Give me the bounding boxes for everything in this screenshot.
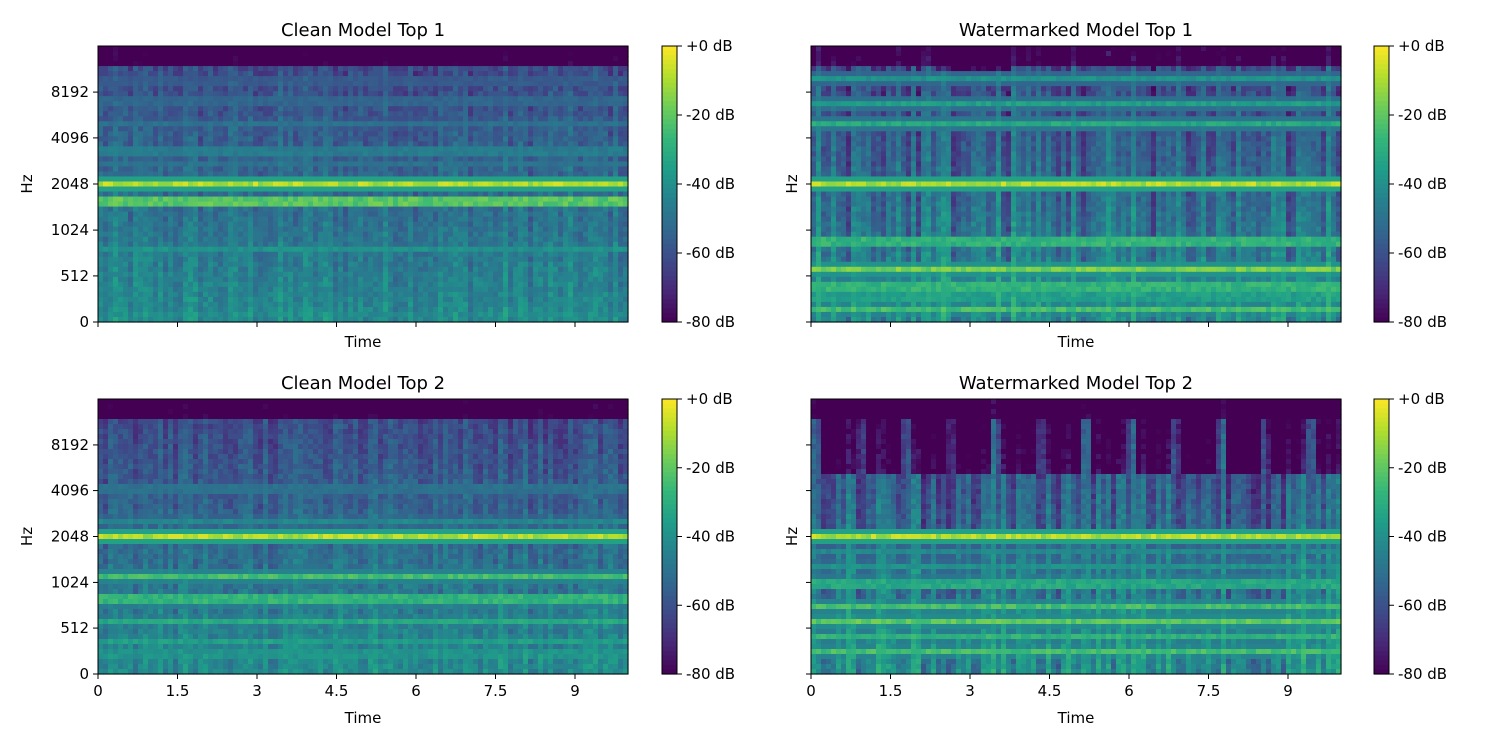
colorbar-tick-label: -20 dB xyxy=(1398,459,1447,477)
colorbar: +0 dB -20 dB -40 dB -60 dB -80 dB xyxy=(662,390,735,683)
x-tick-label: 9 xyxy=(570,682,580,700)
x-axis-label: Time xyxy=(1057,333,1095,351)
x-tick-label: 7.5 xyxy=(1197,682,1221,700)
x-tick-label: 1.5 xyxy=(166,682,190,700)
y-tick-label: 4096 xyxy=(51,482,89,500)
y-tick-label: 512 xyxy=(60,267,89,285)
x-tick-label: 6 xyxy=(1124,682,1134,700)
x-tick-label: 3 xyxy=(252,682,262,700)
chart-title: Watermarked Model Top 2 xyxy=(959,373,1193,394)
x-tick-label: 4.5 xyxy=(325,682,349,700)
colorbar-tick-label: -20 dB xyxy=(686,106,735,124)
heatmap-cells xyxy=(98,399,629,675)
colorbar-tick-label: +0 dB xyxy=(1398,37,1445,55)
heatmap-cells xyxy=(811,46,1342,323)
x-tick-label: 4.5 xyxy=(1038,682,1062,700)
colorbar-tick-label: -80 dB xyxy=(1398,313,1447,331)
chart-title: Watermarked Model Top 1 xyxy=(959,20,1193,41)
heatmap-cells xyxy=(811,399,1342,675)
x-tick-label: 9 xyxy=(1283,682,1293,700)
x-tick-label: 6 xyxy=(411,682,421,700)
colorbar-tick-label: -80 dB xyxy=(1398,665,1447,683)
x-tick-label: 0 xyxy=(93,682,103,700)
colorbar: +0 dB -20 dB -40 dB -60 dB -80 dB xyxy=(1374,37,1447,331)
y-tick-label: 2048 xyxy=(51,175,89,193)
spectrogram-panel-4: Watermarked Model Top 2 0 1.5 3 4.5 6 7.5 9 Time… xyxy=(783,373,1447,727)
colorbar-tick-label: +0 dB xyxy=(686,390,733,408)
x-tick-label: 0 xyxy=(806,682,816,700)
colorbar-tick-label: -40 dB xyxy=(1398,175,1447,193)
chart-title: Clean Model Top 2 xyxy=(281,373,445,394)
colorbar-tick-label: -20 dB xyxy=(686,459,735,477)
y-tick-label: 0 xyxy=(79,313,89,331)
colorbar-tick-label: -80 dB xyxy=(686,665,735,683)
heatmap-cells xyxy=(98,46,629,323)
colorbar-tick-label: -40 dB xyxy=(686,528,735,546)
x-axis-label: Time xyxy=(1057,709,1095,727)
colorbar: +0 dB -20 dB -40 dB -60 dB -80 dB xyxy=(1374,390,1447,683)
spectrogram-panel-2: Watermarked Model Top 1 Time Hz +0 dB -20 dB… xyxy=(783,20,1447,351)
colorbar-tick-label: -80 dB xyxy=(686,313,735,331)
colorbar-tick-label: -40 dB xyxy=(686,175,735,193)
x-tick-label: 7.5 xyxy=(484,682,508,700)
chart-title: Clean Model Top 1 xyxy=(281,20,445,41)
y-axis-label: Hz xyxy=(18,527,36,546)
colorbar-tick-label: -40 dB xyxy=(1398,528,1447,546)
colorbar-tick-label: +0 dB xyxy=(1398,390,1445,408)
spectrogram-figure: Clean Model Top 1 Time 0 512 1024 2048 4096 819… xyxy=(0,0,1495,747)
colorbar-tick-label: -60 dB xyxy=(1398,596,1447,614)
y-axis-label: Hz xyxy=(18,174,36,193)
y-tick-label: 4096 xyxy=(51,129,89,147)
y-tick-label: 1024 xyxy=(51,221,89,239)
colorbar: +0 dB -20 dB -40 dB -60 dB -80 dB xyxy=(662,37,735,331)
x-axis-label: Time xyxy=(344,333,382,351)
colorbar-tick-label: -60 dB xyxy=(686,596,735,614)
spectrogram-panel-3: Clean Model Top 2 0 1.5 3 4.5 6 7.5 9 Time 0 512 10… xyxy=(18,373,735,727)
spectrogram-panel-1: Clean Model Top 1 Time 0 512 1024 2048 4096 819… xyxy=(18,20,735,351)
y-tick-label: 2048 xyxy=(51,528,89,546)
y-tick-label: 1024 xyxy=(51,573,89,591)
colorbar-tick-label: -20 dB xyxy=(1398,106,1447,124)
colorbar-tick-label: -60 dB xyxy=(1398,244,1447,262)
colorbar-tick-label: +0 dB xyxy=(686,37,733,55)
colorbar-tick-label: -60 dB xyxy=(686,244,735,262)
y-tick-label: 0 xyxy=(79,665,89,683)
x-axis-label: Time xyxy=(344,709,382,727)
y-tick-label: 8192 xyxy=(51,436,89,454)
y-axis-label: Hz xyxy=(783,527,801,546)
y-axis-label: Hz xyxy=(783,174,801,193)
x-tick-label: 1.5 xyxy=(879,682,903,700)
x-tick-label: 3 xyxy=(965,682,975,700)
y-tick-label: 8192 xyxy=(51,83,89,101)
y-tick-label: 512 xyxy=(60,619,89,637)
